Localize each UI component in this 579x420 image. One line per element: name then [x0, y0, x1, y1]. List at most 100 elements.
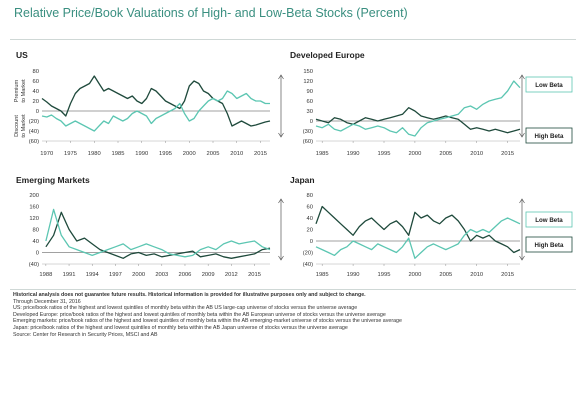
x-tick-label: 1990: [347, 151, 360, 157]
y-tick-label: (20): [29, 119, 39, 125]
y-tick-label: (40): [29, 262, 39, 268]
x-tick-label: 1997: [109, 272, 122, 278]
high-beta-line: [41, 75, 271, 127]
x-tick-label: 2015: [501, 272, 514, 278]
note-line: US: price/book ratios of the highest and…: [13, 305, 358, 312]
panel-title: Japan: [290, 175, 315, 185]
y-label-premium: Premium: [14, 79, 20, 102]
y-tick-label: 0: [310, 119, 313, 125]
y-label-premium-2: to Market: [21, 79, 27, 103]
x-tick-label: 1975: [64, 151, 77, 157]
x-tick-label: 2005: [439, 151, 452, 157]
y-tick-label: (60): [29, 139, 39, 145]
y-tick-label: 200: [29, 193, 39, 199]
charts-frame: [10, 39, 576, 290]
y-tick-label: 80: [33, 228, 39, 234]
x-tick-label: 1995: [159, 151, 172, 157]
x-tick-label: 1970: [40, 151, 53, 157]
panel-title: Developed Europe: [290, 50, 365, 60]
note-line: Emerging markets: price/book ratios of t…: [13, 318, 402, 325]
x-tick-label: 2010: [230, 151, 243, 157]
panel-title: Emerging Markets: [16, 175, 90, 185]
x-tick-label: 1990: [347, 272, 360, 278]
y-tick-label: 30: [307, 109, 313, 115]
x-tick-label: 2015: [248, 272, 261, 278]
spread-arrow-head-up: [519, 198, 525, 204]
low-beta-line: [45, 208, 271, 258]
high-beta-label-box: [525, 127, 573, 144]
y-tick-label: (30): [303, 129, 313, 135]
y-tick-label: (60): [303, 139, 313, 145]
y-tick-label: 0: [36, 251, 39, 257]
x-tick-label: 1985: [316, 151, 329, 157]
note-line: Source: Center for Research in Security …: [13, 331, 158, 338]
x-tick-label: 1994: [86, 272, 100, 278]
x-tick-label: 2005: [207, 151, 220, 157]
x-tick-label: 2000: [408, 272, 421, 278]
y-tick-label: 40: [307, 216, 313, 222]
y-label-discount-2: to Market: [21, 114, 27, 138]
high-beta-label: High Beta: [535, 242, 564, 249]
x-tick-label: 2003: [155, 272, 168, 278]
note-line: Through December 31, 2016: [13, 298, 81, 305]
spread-arrow-head-down: [519, 255, 525, 261]
x-tick-label: 2000: [183, 151, 196, 157]
note-line: Japan: price/book ratios of the highest …: [13, 324, 348, 331]
high-beta-line: [315, 107, 521, 134]
spread-arrow-head-up: [278, 198, 284, 204]
x-tick-label: 1991: [63, 272, 76, 278]
y-tick-label: 40: [33, 89, 39, 95]
y-tick-label: 20: [33, 99, 39, 105]
high-beta-line: [315, 205, 521, 254]
y-tick-label: 20: [307, 228, 313, 234]
high-beta-label-box: [525, 236, 573, 253]
y-tick-label: 90: [307, 89, 313, 95]
x-tick-label: 2006: [179, 272, 192, 278]
x-tick-label: 2015: [254, 151, 267, 157]
y-tick-label: 0: [36, 109, 39, 115]
x-tick-label: 1985: [112, 151, 125, 157]
x-tick-label: 2009: [202, 272, 215, 278]
footnotes: Historical analysis does not guarantee f…: [13, 292, 573, 338]
high-beta-line: [45, 211, 271, 259]
x-tick-label: 2010: [470, 272, 483, 278]
panel-title: US: [16, 50, 28, 60]
spread-arrow-head-down: [278, 255, 284, 261]
note-line: Developed Europe: price/book ratios of t…: [13, 311, 386, 318]
y-tick-label: 160: [29, 205, 39, 211]
y-tick-label: (20): [303, 251, 313, 257]
disclaimer: Historical analysis does not guarantee f…: [13, 292, 366, 298]
y-tick-label: 40: [33, 239, 39, 245]
low-beta-line: [41, 90, 270, 132]
x-tick-label: 2010: [470, 151, 483, 157]
spread-arrow-head-down: [278, 132, 284, 138]
y-label-discount: Discount: [14, 115, 20, 137]
low-beta-label-box: [525, 76, 573, 93]
spread-arrow-head-down: [519, 132, 525, 138]
x-tick-label: 1988: [39, 272, 52, 278]
y-tick-label: 80: [307, 193, 313, 199]
x-tick-label: 1980: [88, 151, 101, 157]
high-beta-label: High Beta: [535, 133, 564, 140]
y-tick-label: 120: [29, 216, 39, 222]
spread-arrow-head-up: [278, 74, 284, 80]
low-beta-line: [315, 80, 521, 137]
y-tick-label: (40): [29, 129, 39, 135]
y-tick-label: 0: [310, 239, 313, 245]
y-tick-label: 60: [33, 79, 39, 85]
y-tick-label: 60: [307, 99, 313, 105]
low-beta-label: Low Beta: [535, 217, 563, 224]
x-tick-label: 2012: [225, 272, 238, 278]
y-tick-label: 60: [307, 205, 313, 211]
x-tick-label: 1995: [378, 272, 391, 278]
y-tick-label: (40): [303, 262, 313, 268]
low-beta-label: Low Beta: [535, 82, 563, 89]
low-beta-label-box: [525, 211, 573, 228]
x-tick-label: 2000: [408, 151, 421, 157]
low-beta-line: [315, 217, 521, 259]
x-tick-label: 2015: [501, 151, 514, 157]
x-tick-label: 2005: [439, 272, 452, 278]
x-tick-label: 1985: [316, 272, 329, 278]
x-tick-label: 1995: [378, 151, 391, 157]
